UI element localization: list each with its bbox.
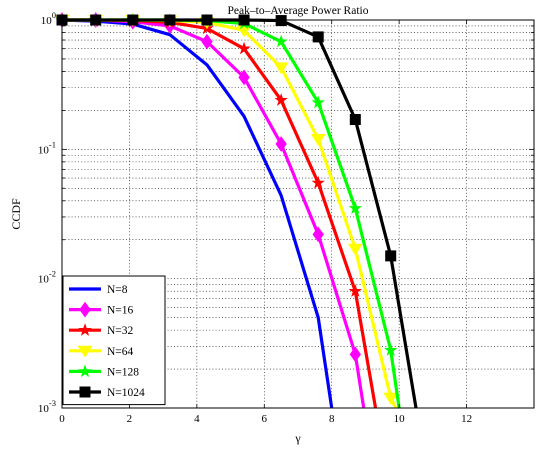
legend-entry: N=8 bbox=[69, 284, 128, 296]
y-tick-label: 10-3 bbox=[38, 398, 56, 415]
legend-entry: N=128 bbox=[69, 364, 139, 378]
data-point bbox=[273, 62, 289, 75]
data-point bbox=[79, 386, 91, 398]
legend-entry: N=16 bbox=[69, 301, 134, 318]
chart-title: Peak–to–Average Power Ratio bbox=[228, 5, 369, 17]
data-point bbox=[312, 31, 324, 43]
y-tick-exponent: -3 bbox=[49, 398, 56, 408]
y-tick-base: 10 bbox=[38, 403, 50, 415]
x-tick-label: 8 bbox=[329, 413, 335, 425]
data-point bbox=[348, 284, 362, 297]
data-point bbox=[349, 114, 361, 126]
legend-entry: N=32 bbox=[69, 323, 134, 337]
y-tick-label: 100 bbox=[41, 10, 56, 27]
data-point bbox=[77, 345, 93, 358]
data-point bbox=[311, 175, 325, 189]
y-tick-base: 10 bbox=[38, 144, 50, 156]
y-tick-label: 10-2 bbox=[38, 269, 56, 286]
legend-label: N=128 bbox=[107, 366, 139, 378]
legend-label: N=1024 bbox=[107, 387, 145, 399]
data-point bbox=[238, 69, 250, 86]
y-tick-exponent: -2 bbox=[49, 269, 56, 279]
x-tick-label: 6 bbox=[262, 413, 268, 425]
x-tick-label: 12 bbox=[461, 413, 472, 425]
data-point bbox=[78, 364, 92, 378]
y-axis-label: CCDF bbox=[9, 198, 23, 230]
y-tick-base: 10 bbox=[38, 274, 50, 286]
y-tick-exponent: -1 bbox=[49, 139, 56, 149]
x-axis-label: γ bbox=[294, 431, 301, 445]
data-point bbox=[347, 243, 363, 256]
data-point bbox=[349, 346, 361, 363]
legend: N=8 N=16 N=32 N=64 N=128 N=1024 bbox=[62, 275, 166, 406]
legend-box bbox=[62, 275, 166, 406]
plot-frame bbox=[61, 19, 535, 409]
x-tick-label: 10 bbox=[394, 413, 406, 425]
y-tick-base: 10 bbox=[41, 15, 53, 27]
data-point bbox=[237, 41, 251, 55]
data-point bbox=[384, 343, 398, 356]
legend-label: N=16 bbox=[107, 305, 134, 317]
x-tick-label: 0 bbox=[59, 413, 65, 425]
legend-label: N=64 bbox=[107, 346, 134, 358]
data-point bbox=[79, 301, 91, 318]
legend-label: N=32 bbox=[107, 325, 134, 337]
data-point bbox=[274, 93, 288, 106]
data-point bbox=[201, 33, 213, 50]
data-point bbox=[311, 95, 325, 109]
grid bbox=[62, 20, 534, 408]
data-point bbox=[348, 201, 362, 214]
data-point bbox=[275, 15, 287, 27]
x-tick-label: 4 bbox=[194, 413, 200, 425]
data-point bbox=[385, 250, 397, 262]
data-point bbox=[275, 136, 287, 152]
y-tick-exponent: 0 bbox=[52, 10, 56, 20]
data-point bbox=[310, 134, 326, 146]
x-tick-label: 2 bbox=[127, 413, 133, 425]
legend-label: N=8 bbox=[107, 284, 128, 296]
data-point bbox=[274, 34, 288, 48]
legend-entry: N=64 bbox=[69, 345, 134, 358]
y-tick-label: 10-1 bbox=[38, 139, 56, 156]
data-point bbox=[383, 392, 399, 405]
legend-entry: N=1024 bbox=[69, 386, 145, 399]
data-point bbox=[78, 323, 92, 336]
data-point bbox=[312, 226, 324, 243]
